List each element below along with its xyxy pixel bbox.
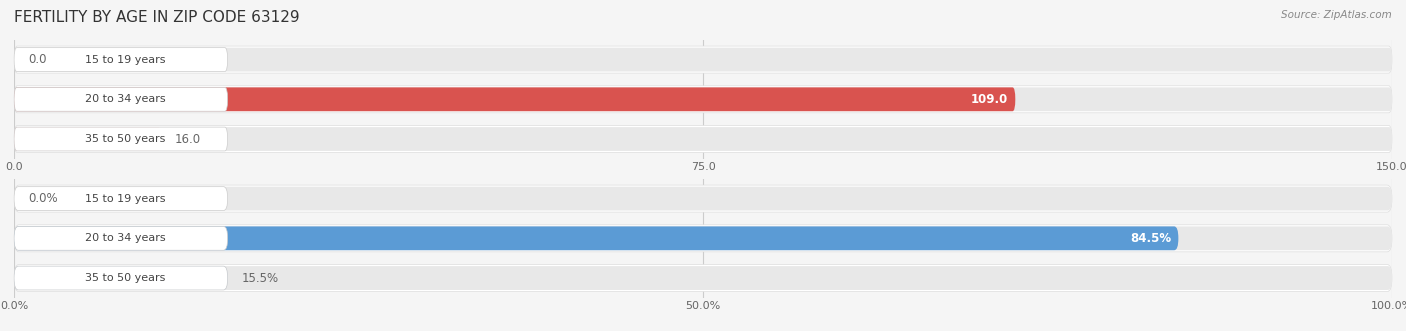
FancyBboxPatch shape: [14, 266, 228, 290]
Text: 20 to 34 years: 20 to 34 years: [84, 94, 166, 104]
FancyBboxPatch shape: [14, 86, 1392, 113]
FancyBboxPatch shape: [14, 226, 228, 250]
Text: 35 to 50 years: 35 to 50 years: [84, 134, 166, 144]
Text: 15.5%: 15.5%: [242, 271, 278, 285]
FancyBboxPatch shape: [14, 226, 1178, 250]
FancyBboxPatch shape: [14, 87, 1392, 111]
Text: 0.0: 0.0: [28, 53, 46, 66]
FancyBboxPatch shape: [14, 185, 1392, 212]
FancyBboxPatch shape: [14, 48, 228, 71]
FancyBboxPatch shape: [14, 187, 1392, 211]
Text: Source: ZipAtlas.com: Source: ZipAtlas.com: [1281, 10, 1392, 20]
Text: 15 to 19 years: 15 to 19 years: [84, 194, 166, 204]
FancyBboxPatch shape: [14, 266, 1392, 290]
FancyBboxPatch shape: [14, 127, 228, 151]
FancyBboxPatch shape: [14, 264, 1392, 292]
Text: 84.5%: 84.5%: [1130, 232, 1171, 245]
Text: FERTILITY BY AGE IN ZIP CODE 63129: FERTILITY BY AGE IN ZIP CODE 63129: [14, 10, 299, 25]
FancyBboxPatch shape: [14, 127, 1392, 151]
FancyBboxPatch shape: [14, 187, 228, 211]
FancyBboxPatch shape: [14, 125, 1392, 153]
Text: 109.0: 109.0: [972, 93, 1008, 106]
FancyBboxPatch shape: [14, 87, 228, 111]
FancyBboxPatch shape: [14, 225, 1392, 252]
Text: 15 to 19 years: 15 to 19 years: [84, 55, 166, 65]
FancyBboxPatch shape: [14, 127, 162, 151]
Text: 0.0%: 0.0%: [28, 192, 58, 205]
Text: 35 to 50 years: 35 to 50 years: [84, 273, 166, 283]
FancyBboxPatch shape: [14, 48, 1392, 71]
FancyBboxPatch shape: [14, 266, 228, 290]
FancyBboxPatch shape: [14, 87, 1015, 111]
Text: 20 to 34 years: 20 to 34 years: [84, 233, 166, 243]
FancyBboxPatch shape: [14, 226, 1392, 250]
FancyBboxPatch shape: [14, 46, 1392, 73]
Text: 16.0: 16.0: [174, 132, 201, 146]
